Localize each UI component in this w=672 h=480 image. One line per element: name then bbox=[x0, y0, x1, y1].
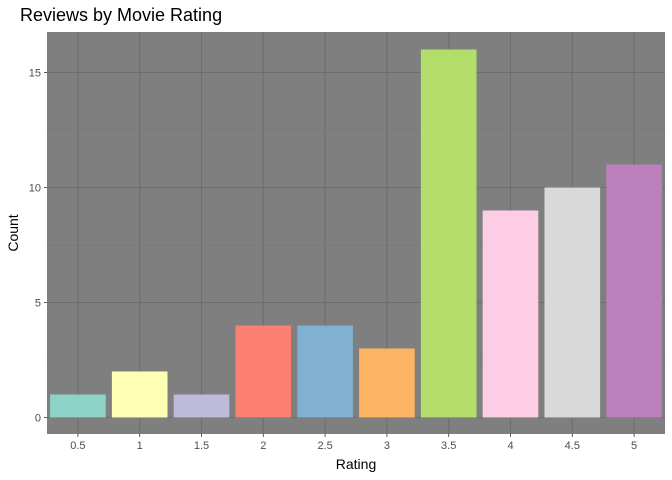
x-tick-label: 2 bbox=[260, 440, 266, 452]
x-tick-label: 4 bbox=[507, 440, 513, 452]
x-tick-label: 4.5 bbox=[565, 440, 580, 452]
y-tick-label: 15 bbox=[29, 68, 41, 80]
x-tick-label: 0.5 bbox=[70, 440, 85, 452]
y-axis-ticks: 0 5 10 15 bbox=[29, 68, 47, 425]
bar-4 bbox=[482, 210, 539, 418]
bar-5 bbox=[606, 164, 662, 418]
bar-1.5 bbox=[173, 394, 230, 418]
bar-4.5 bbox=[544, 187, 601, 418]
y-axis-title: Count bbox=[5, 214, 21, 251]
x-tick-label: 3.5 bbox=[441, 440, 456, 452]
x-tick-label: 1 bbox=[137, 440, 143, 452]
x-tick-label: 1.5 bbox=[194, 440, 209, 452]
y-tick-label: 0 bbox=[35, 413, 41, 425]
bar-0.5 bbox=[50, 394, 106, 418]
bar-2.5 bbox=[297, 325, 353, 418]
y-tick-label: 10 bbox=[29, 183, 41, 195]
chart-title: Reviews by Movie Rating bbox=[20, 5, 222, 25]
bars bbox=[50, 49, 662, 418]
bar-1 bbox=[111, 371, 168, 418]
x-tick-label: 3 bbox=[384, 440, 390, 452]
x-tick-label: 2.5 bbox=[317, 440, 332, 452]
bar-3 bbox=[359, 348, 415, 418]
bar-3.5 bbox=[420, 49, 477, 418]
y-tick-label: 5 bbox=[35, 298, 41, 310]
x-axis-title: Rating bbox=[336, 456, 376, 472]
x-tick-label: 5 bbox=[631, 440, 637, 452]
x-axis-ticks: 0.5 1 1.5 2 2.5 3 3.5 4 4.5 5 bbox=[70, 434, 637, 452]
bar-2 bbox=[235, 325, 292, 418]
